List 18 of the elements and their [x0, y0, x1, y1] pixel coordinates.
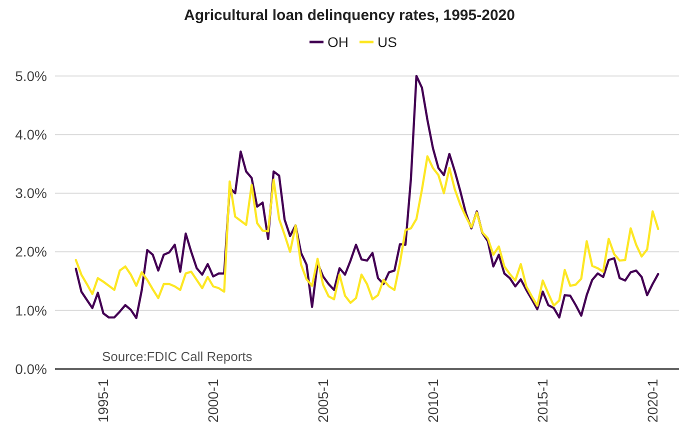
y-tick-label: 4.0%	[15, 126, 47, 142]
x-tick-label: 2010-1	[424, 378, 441, 423]
legend-label: OH	[328, 34, 348, 50]
chart-title: Agricultural loan delinquency rates, 1995-2020	[184, 7, 515, 24]
legend-label: US	[378, 34, 397, 50]
line-series	[74, 74, 660, 320]
x-tick-label: 2020-1	[644, 378, 661, 423]
line-series	[74, 155, 660, 307]
y-tick-label: 5.0%	[15, 68, 47, 84]
y-tick-label: 2.0%	[15, 244, 47, 260]
y-tick-label: 1.0%	[15, 302, 47, 318]
annotation: Source:FDIC Call Reports	[102, 349, 253, 364]
x-tick-label: 1995-1	[95, 378, 112, 423]
y-tick-label: 3.0%	[15, 185, 47, 202]
y-tick-label: 0.0%	[15, 360, 47, 377]
x-tick-label: 2015-1	[534, 378, 551, 423]
x-tick-label: 2005-1	[314, 378, 331, 423]
x-tick-label: 2000-1	[205, 378, 222, 423]
